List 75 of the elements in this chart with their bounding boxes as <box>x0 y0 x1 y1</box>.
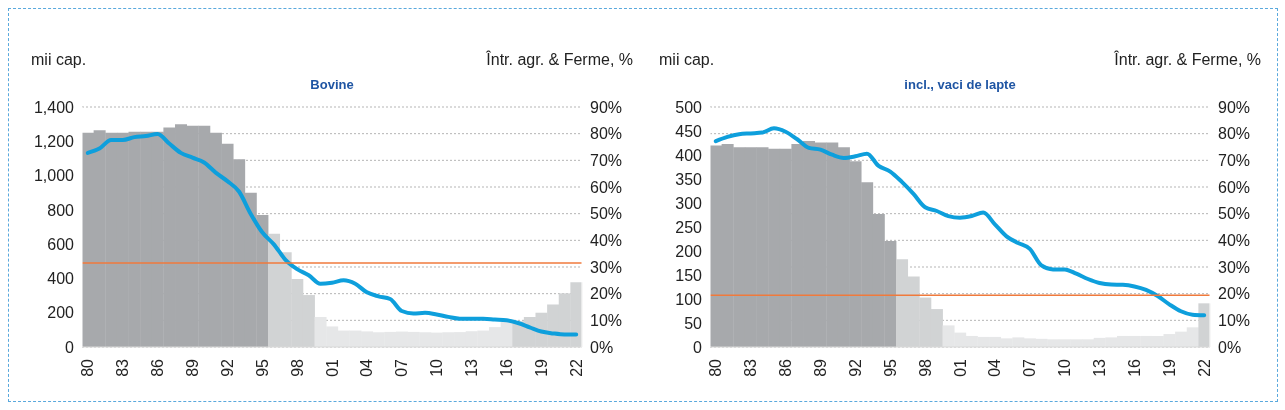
y2-tick-label: 20% <box>590 285 623 303</box>
y2-tick-label: 90% <box>1218 98 1251 116</box>
y2-tick-label: 40% <box>1218 232 1251 250</box>
y2-tick-label: 50% <box>1218 205 1251 223</box>
y2-axis-title: Într. agr. & Ferme, % <box>486 51 633 69</box>
y-tick-label: 200 <box>675 242 703 260</box>
y2-tick-label: 10% <box>590 312 623 330</box>
x-tick-label: 10 <box>428 358 446 377</box>
y2-tick-label: 10% <box>1218 312 1251 330</box>
x-tick-label: 22 <box>567 358 585 377</box>
x-tick-label: 98 <box>288 358 306 377</box>
chart-title: Bovine <box>309 77 355 92</box>
x-tick-label: 19 <box>532 358 550 377</box>
x-tick-label: 01 <box>323 358 341 377</box>
x-tick-label: 80 <box>79 358 97 377</box>
y2-tick-label: 30% <box>1218 258 1251 276</box>
x-tick-label: 83 <box>742 358 760 377</box>
x-tick-label: 86 <box>149 358 167 377</box>
y2-axis-title: Într. agr. & Ferme, % <box>1114 51 1261 69</box>
x-tick-label: 04 <box>358 358 376 377</box>
y-tick-label: 300 <box>675 194 703 212</box>
x-tick-label: 86 <box>777 358 795 377</box>
x-tick-label: 89 <box>183 358 201 377</box>
x-tick-label: 22 <box>1195 358 1213 377</box>
y-tick-label: 500 <box>675 98 703 116</box>
y2-tick-label: 70% <box>590 152 623 170</box>
x-tick-label: 13 <box>1091 358 1109 377</box>
y-tick-label: 800 <box>47 201 75 219</box>
y2-tick-label: 80% <box>590 125 623 143</box>
y-tick-label: 0 <box>693 338 703 356</box>
y2-tick-label: 40% <box>590 232 623 250</box>
x-tick-label: 83 <box>114 358 132 377</box>
chart-title: incl., vaci de lapte <box>903 77 1017 92</box>
y-tick-label: 400 <box>675 146 703 164</box>
x-tick-label: 80 <box>707 358 725 377</box>
y-axis-title: mii cap. <box>659 51 715 69</box>
y2-tick-label: 20% <box>1218 285 1251 303</box>
x-tick-label: 95 <box>881 358 899 377</box>
x-tick-label: 98 <box>916 358 934 377</box>
y-tick-label: 250 <box>675 218 703 236</box>
x-tick-label: 16 <box>497 358 515 377</box>
y2-tick-label: 90% <box>590 98 623 116</box>
x-tick-label: 01 <box>951 358 969 377</box>
y-tick-label: 1,200 <box>33 132 75 150</box>
y-tick-label: 450 <box>675 122 703 140</box>
x-tick-label: 89 <box>811 358 829 377</box>
y-tick-label: 0 <box>65 338 75 356</box>
y2-tick-label: 30% <box>590 258 623 276</box>
y2-tick-label: 0% <box>1218 338 1242 356</box>
x-tick-label: 95 <box>253 358 271 377</box>
y-tick-label: 400 <box>47 270 75 288</box>
y-axis-title: mii cap. <box>31 51 87 69</box>
x-tick-label: 10 <box>1056 358 1074 377</box>
y-tick-label: 1,400 <box>33 98 75 116</box>
y-tick-label: 50 <box>684 314 703 332</box>
y2-tick-label: 0% <box>590 338 614 356</box>
y-tick-label: 150 <box>675 266 703 284</box>
y-tick-label: 600 <box>47 235 75 253</box>
y2-tick-label: 60% <box>590 178 623 196</box>
y-tick-label: 350 <box>675 170 703 188</box>
x-tick-label: 92 <box>846 358 864 377</box>
x-tick-label: 13 <box>463 358 481 377</box>
x-tick-label: 19 <box>1160 358 1178 377</box>
x-tick-label: 92 <box>218 358 236 377</box>
x-tick-label: 07 <box>1021 358 1039 377</box>
y-tick-label: 1,000 <box>33 167 75 185</box>
y2-tick-label: 80% <box>1218 125 1251 143</box>
y2-tick-label: 60% <box>1218 178 1251 196</box>
x-tick-label: 16 <box>1125 358 1143 377</box>
x-tick-label: 07 <box>393 358 411 377</box>
y2-tick-label: 50% <box>590 205 623 223</box>
x-tick-label: 04 <box>986 358 1004 377</box>
y-tick-label: 100 <box>675 290 703 308</box>
y-tick-label: 200 <box>47 304 75 322</box>
y2-tick-label: 70% <box>1218 152 1251 170</box>
